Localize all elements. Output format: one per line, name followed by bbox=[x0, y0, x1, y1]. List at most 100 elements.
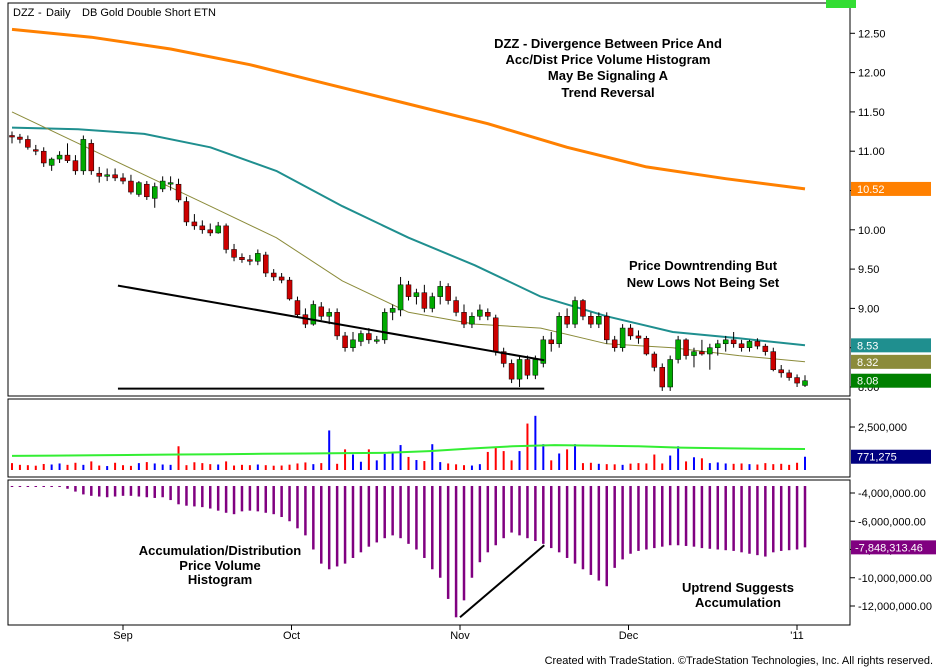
candle-body bbox=[247, 259, 253, 262]
volume-bar bbox=[193, 462, 196, 470]
candle-body bbox=[532, 359, 539, 376]
histogram-bar bbox=[327, 486, 331, 570]
histogram-bar bbox=[256, 486, 260, 512]
price-panel-frame bbox=[7, 2, 851, 397]
candle-body bbox=[421, 292, 428, 309]
candle-body bbox=[770, 351, 777, 370]
candle-body bbox=[270, 272, 277, 278]
candle-body bbox=[104, 174, 110, 177]
volume-bar bbox=[692, 457, 695, 470]
histogram-bar bbox=[351, 486, 355, 558]
candle-body bbox=[738, 343, 745, 348]
histogram-bar bbox=[772, 486, 775, 553]
histogram-tick-label: -6,000,000.00 bbox=[858, 516, 926, 528]
chart-security-name: DB Gold Double Short ETN bbox=[82, 7, 216, 19]
volume-bar bbox=[344, 449, 347, 470]
candle-body bbox=[128, 180, 134, 193]
candle-body bbox=[778, 369, 784, 374]
histogram-bar bbox=[169, 486, 172, 501]
histogram-last-value-badge bbox=[851, 540, 936, 555]
candle-body bbox=[596, 316, 602, 325]
candle-body bbox=[255, 253, 261, 262]
volume-bar bbox=[478, 464, 481, 470]
volume-bar bbox=[185, 465, 188, 470]
histogram-bar bbox=[58, 486, 61, 487]
x-tick-label: Nov bbox=[450, 630, 470, 642]
volume-bar bbox=[597, 463, 600, 470]
volume-bar bbox=[788, 464, 791, 470]
histogram-tick-label: -12,000,000.00 bbox=[858, 601, 932, 613]
volume-bar bbox=[796, 462, 799, 470]
histogram-bar bbox=[534, 486, 537, 542]
candle-body bbox=[469, 316, 475, 325]
candle-body bbox=[722, 339, 729, 345]
volume-bar bbox=[137, 463, 140, 470]
candle-body bbox=[136, 182, 142, 195]
price-tick-label: 11.00 bbox=[858, 146, 885, 158]
volume-bar bbox=[248, 465, 251, 470]
candle-body bbox=[453, 300, 459, 313]
histogram-bar bbox=[90, 486, 93, 496]
chart-symbol: DZZ bbox=[13, 7, 35, 19]
volume-bar bbox=[455, 464, 458, 470]
volume-bar bbox=[367, 449, 370, 470]
candle-body bbox=[762, 345, 769, 352]
ma-slow-line bbox=[11, 27, 806, 191]
volume-bar bbox=[550, 460, 553, 470]
candle-body bbox=[675, 339, 681, 360]
histogram-bar bbox=[700, 486, 704, 549]
histogram-bar bbox=[708, 486, 712, 549]
volume-bar bbox=[90, 461, 93, 470]
volume-bar bbox=[58, 463, 61, 470]
volume-bar bbox=[50, 464, 53, 470]
candle-body bbox=[112, 174, 118, 179]
histogram-bar bbox=[383, 486, 386, 539]
histogram-layer bbox=[10, 486, 807, 619]
histogram-bar bbox=[795, 486, 799, 550]
volume-bar bbox=[320, 463, 323, 470]
last-value-ma-mid: 8.53 bbox=[857, 340, 878, 352]
price-tick-label: 9.50 bbox=[858, 264, 879, 276]
histogram-bar bbox=[462, 486, 466, 601]
price-trendline-down bbox=[117, 284, 545, 362]
histogram-bar bbox=[185, 486, 188, 506]
histogram-bar bbox=[280, 486, 283, 518]
histogram-bar bbox=[470, 486, 474, 578]
candle-body bbox=[580, 300, 586, 317]
candle-body bbox=[215, 225, 221, 234]
histogram-bar bbox=[304, 486, 307, 536]
candle-body bbox=[699, 351, 705, 355]
volume-bar bbox=[209, 464, 212, 470]
candle-body bbox=[286, 279, 293, 300]
volume-bar bbox=[129, 465, 132, 470]
histogram-bar bbox=[264, 486, 268, 513]
volume-bar bbox=[542, 444, 545, 470]
histogram-bar bbox=[248, 486, 252, 511]
histogram-bar bbox=[153, 486, 156, 498]
candle-body bbox=[643, 338, 650, 355]
volume-bar bbox=[375, 460, 378, 470]
volume-bar bbox=[574, 444, 577, 470]
candle-body bbox=[239, 257, 245, 260]
x-tick-label: '11 bbox=[790, 630, 804, 642]
histogram-bar bbox=[272, 486, 275, 515]
volume-bar bbox=[669, 455, 672, 470]
histogram-bar bbox=[161, 486, 164, 498]
candle-body bbox=[524, 359, 531, 376]
histogram-bar bbox=[97, 486, 101, 497]
candle-body bbox=[318, 306, 325, 317]
last-value-ma-slow-badge bbox=[851, 181, 931, 196]
volume-bar bbox=[399, 445, 402, 470]
volume-bar bbox=[716, 462, 719, 470]
last-value-price: 8.08 bbox=[857, 376, 878, 388]
volume-bar bbox=[708, 463, 711, 470]
footer-credit: Created with TradeStation. ©TradeStation… bbox=[545, 655, 933, 667]
volume-bar bbox=[677, 446, 680, 470]
volume-bar bbox=[201, 463, 204, 470]
candle-body bbox=[802, 380, 808, 386]
histogram-bar bbox=[193, 486, 196, 507]
histogram-tick-label: -4,000,000.00 bbox=[858, 488, 926, 500]
annotation-title-line3: May Be Signaling A bbox=[548, 68, 669, 83]
volume-bar bbox=[653, 454, 656, 470]
volume-bar bbox=[804, 456, 806, 470]
